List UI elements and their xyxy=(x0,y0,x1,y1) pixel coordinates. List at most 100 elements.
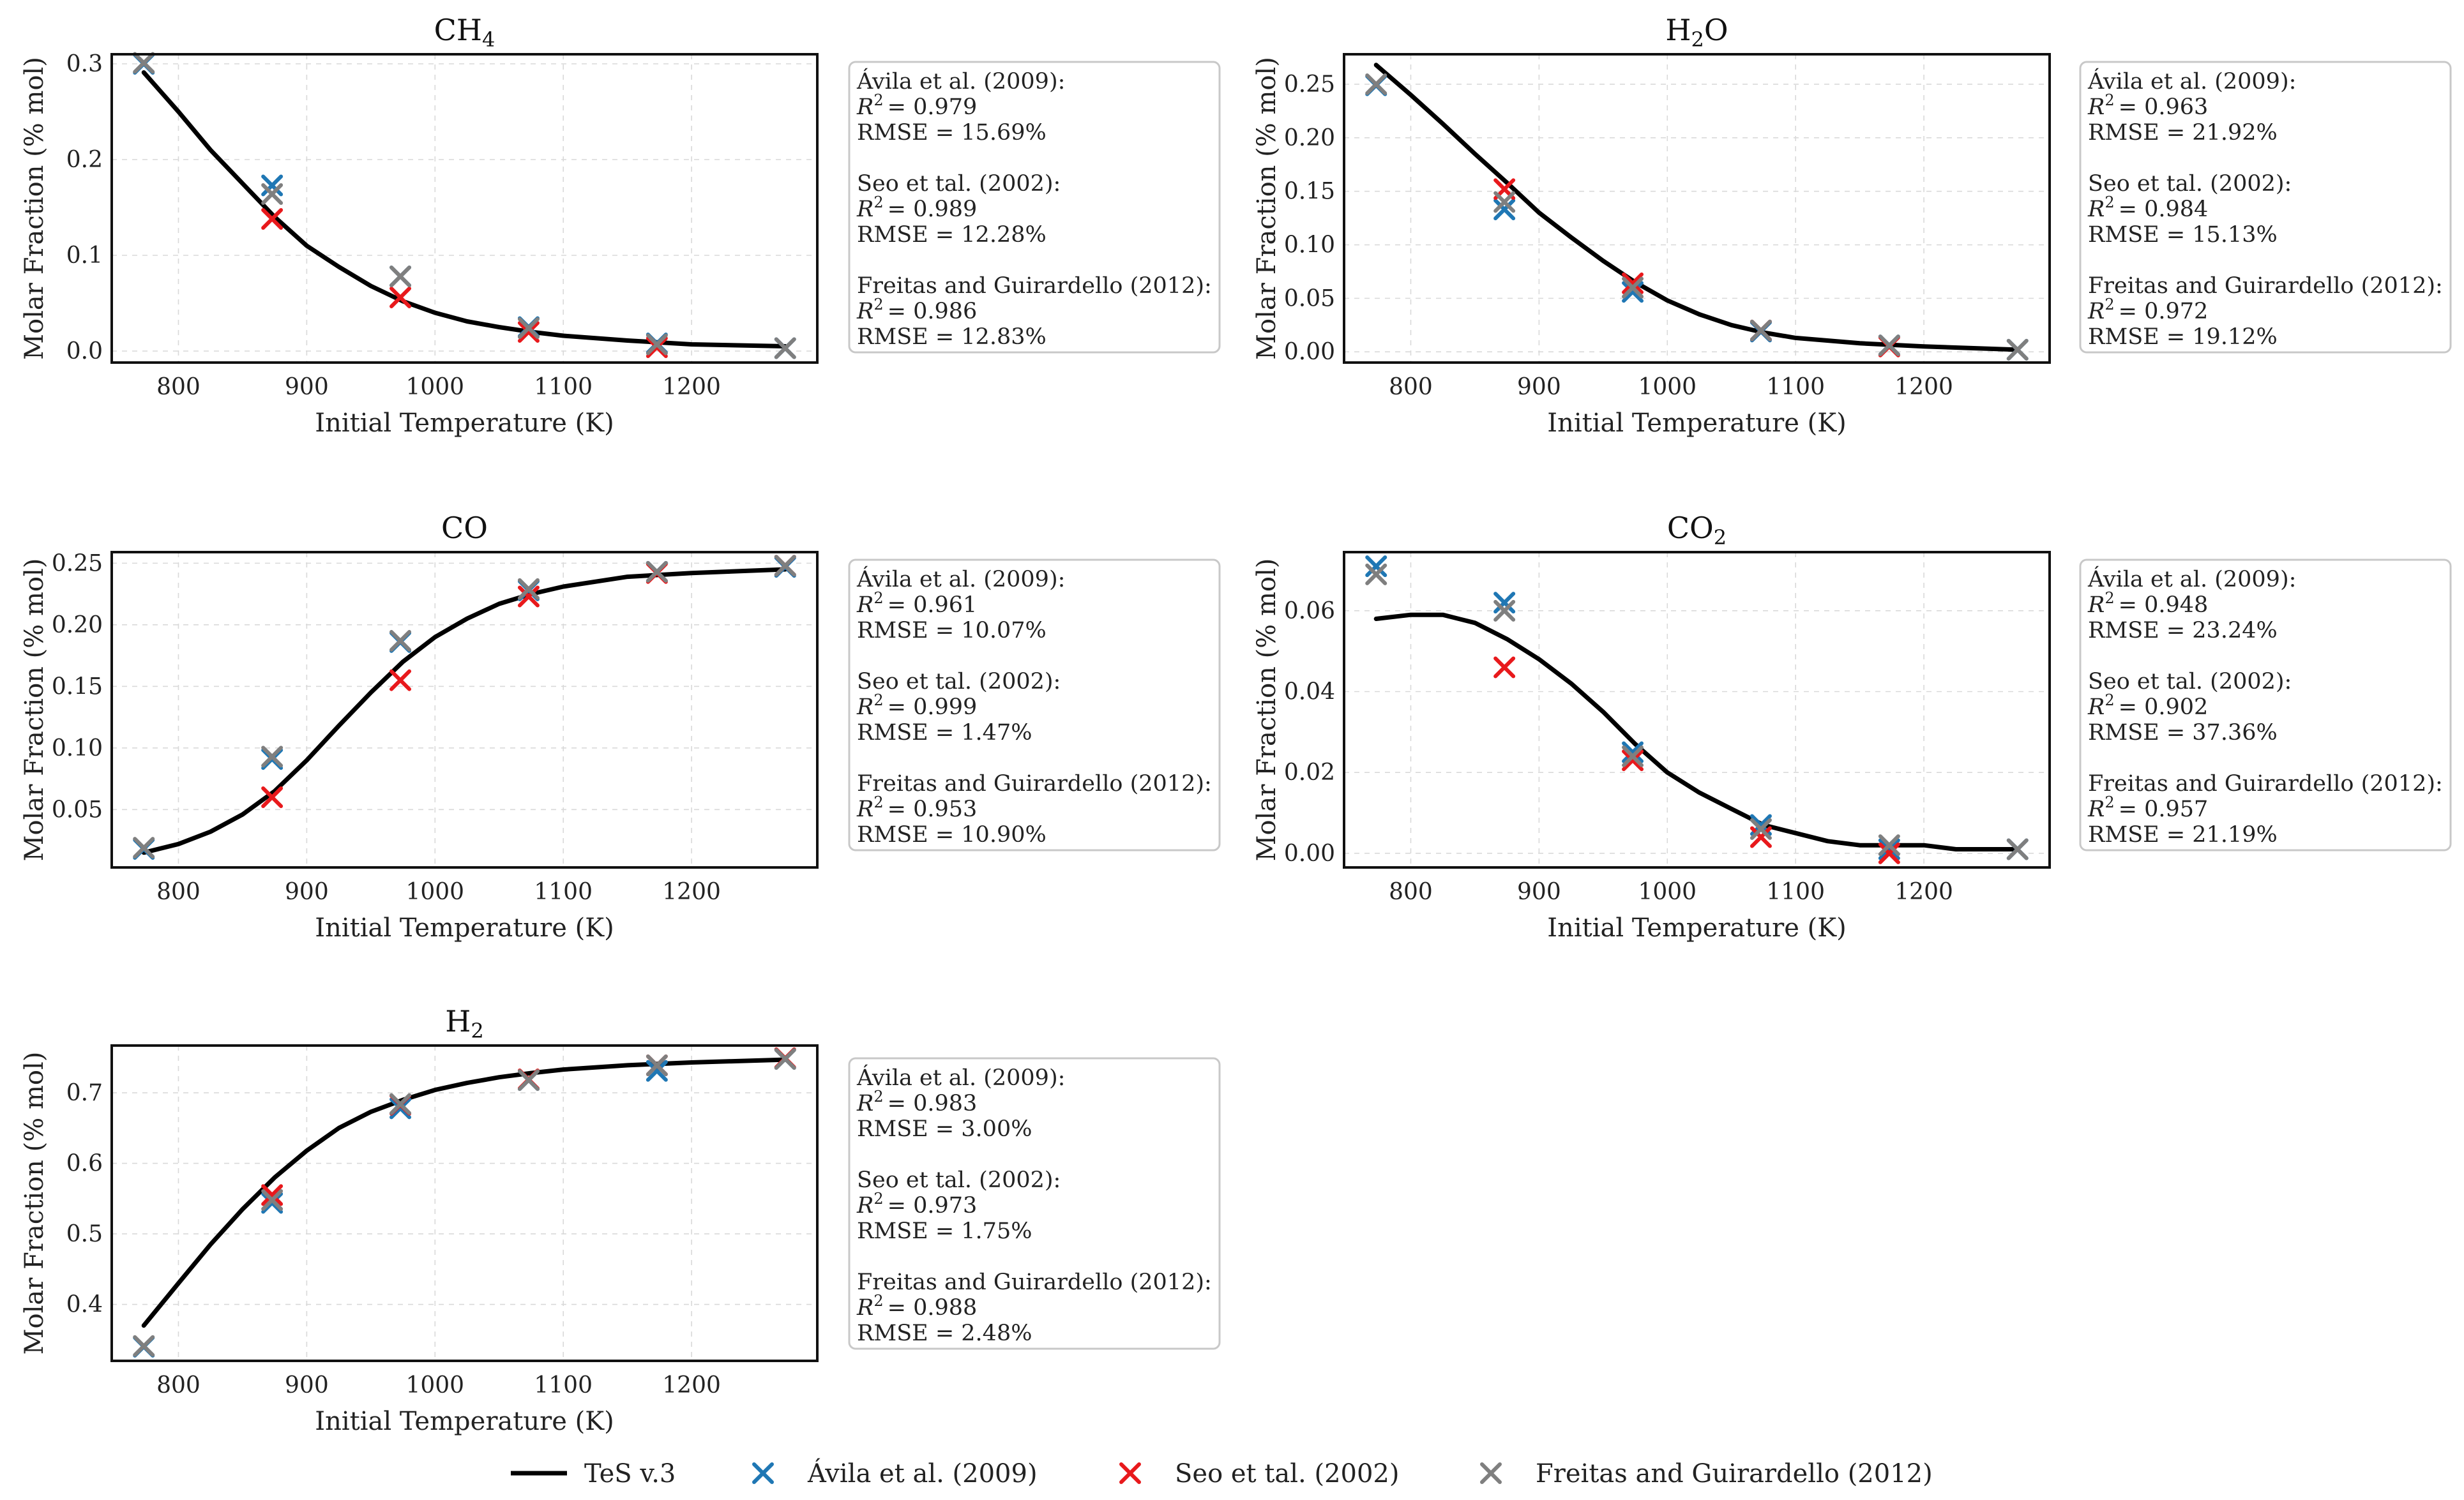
marker-vila-et-al-2009 xyxy=(646,1060,668,1082)
panel-title-base: CO xyxy=(441,511,488,545)
y-axis-label: Molar Fraction (% mol) xyxy=(20,1052,49,1355)
marker-freitas-and-guirardello-2012 xyxy=(389,1093,412,1115)
marker-freitas-and-guirardello-2012 xyxy=(1622,745,1644,767)
stats-rmse: RMSE = 1.47% xyxy=(857,720,1032,746)
marker-seo-et-tal-2002 xyxy=(1878,842,1900,864)
y-tick-label: 0.06 xyxy=(1284,598,1335,624)
x-tick-label: 1100 xyxy=(1766,374,1825,400)
stats-rmse: RMSE = 12.28% xyxy=(857,222,1047,248)
r2-superscript: 2 xyxy=(873,1088,883,1106)
stats-source: Seo et tal. (2002): xyxy=(857,171,1061,197)
x-tick-label: 1000 xyxy=(405,1372,464,1399)
stats-box-frame xyxy=(848,559,1221,851)
stats-source: Freitas and Guirardello (2012): xyxy=(857,1270,1212,1295)
panel-title: CO xyxy=(441,511,488,545)
legend-item-tes-v-3: TeS v.3 xyxy=(511,1459,676,1489)
x-axis-label: Initial Temperature (K) xyxy=(315,1407,614,1436)
r2-value: = 0.973 xyxy=(888,1193,978,1219)
y-tick-label: 0.20 xyxy=(1284,125,1335,151)
stats-source: Freitas and Guirardello (2012): xyxy=(857,771,1212,797)
r2-value: = 0.972 xyxy=(2119,299,2209,324)
stats-r2: R2 = 0.986 xyxy=(856,296,977,324)
x-tick-label: 1200 xyxy=(662,1372,721,1399)
marker-vila-et-al-2009 xyxy=(1622,281,1644,303)
y-tick-label: 0.25 xyxy=(1284,71,1335,98)
legend-item-freitas-and-guirardello-2012: Freitas and Guirardello (2012) xyxy=(1480,1459,1933,1489)
r2-superscript: 2 xyxy=(873,691,883,709)
r2-value: = 0.902 xyxy=(2119,694,2209,720)
stats-r2: R2 = 0.983 xyxy=(856,1088,977,1116)
stats-source: Ávila et al. (2009): xyxy=(856,1064,1065,1091)
stats-rmse: RMSE = 15.69% xyxy=(857,120,1047,146)
r2-symbol: R xyxy=(2087,694,2105,720)
r2-superscript: 2 xyxy=(2105,193,2114,211)
r2-superscript: 2 xyxy=(873,793,883,811)
marker-freitas-and-guirardello-2012 xyxy=(1878,334,1900,357)
y-tick-label: 0.7 xyxy=(66,1080,103,1106)
x-tick-label: 900 xyxy=(285,879,329,905)
plot-frame xyxy=(1343,551,2051,869)
model-line-tes-v3 xyxy=(141,70,788,349)
x-tick-label: 1000 xyxy=(405,879,464,905)
r2-superscript: 2 xyxy=(2105,91,2114,109)
r2-superscript: 2 xyxy=(873,1292,883,1310)
r2-symbol: R xyxy=(856,197,873,222)
y-tick-label: 0.6 xyxy=(66,1151,103,1177)
stats-r2: R2 = 0.961 xyxy=(856,589,977,618)
stats-r2: R2 = 0.972 xyxy=(2087,296,2208,324)
marker-freitas-and-guirardello-2012 xyxy=(774,337,796,359)
legend-item-seo-et-tal-2002: Seo et tal. (2002) xyxy=(1119,1459,1399,1489)
marker-freitas-and-guirardello-2012 xyxy=(1750,319,1772,341)
r2-value: = 0.983 xyxy=(888,1091,978,1116)
stats-r2: R2 = 0.988 xyxy=(856,1292,977,1321)
r2-value: = 0.953 xyxy=(888,797,978,822)
marker-freitas-and-guirardello-2012 xyxy=(133,837,155,859)
model-line-tes-v3 xyxy=(141,567,788,855)
marker-freitas-and-guirardello-2012 xyxy=(261,1189,283,1211)
r2-value: = 0.957 xyxy=(2119,797,2209,822)
marker-freitas-and-guirardello-2012 xyxy=(774,1047,796,1070)
marker-vila-et-al-2009 xyxy=(1622,741,1644,763)
y-tick-label: 0.5 xyxy=(66,1221,103,1247)
r2-superscript: 2 xyxy=(2105,296,2114,313)
stats-r2: R2 = 0.984 xyxy=(2087,193,2208,222)
stats-rmse: RMSE = 1.75% xyxy=(857,1219,1032,1244)
stats-r2: R2 = 0.948 xyxy=(2087,589,2208,618)
marker-freitas-and-guirardello-2012 xyxy=(1493,191,1516,213)
marker-vila-et-al-2009 xyxy=(1493,592,1516,614)
r2-symbol: R xyxy=(856,94,873,120)
r2-symbol: R xyxy=(2087,197,2105,222)
x-axis-label: Initial Temperature (K) xyxy=(1547,409,1846,438)
stats-box-frame xyxy=(848,1057,1221,1350)
r2-value: = 0.989 xyxy=(888,197,978,222)
legend-marker-swatch xyxy=(1480,1462,1502,1484)
marker-vila-et-al-2009 xyxy=(261,174,283,197)
marker-seo-et-tal-2002 xyxy=(1750,826,1772,848)
marker-freitas-and-guirardello-2012 xyxy=(1365,563,1387,585)
r2-superscript: 2 xyxy=(873,193,883,211)
r2-symbol: R xyxy=(2087,94,2105,120)
marker-seo-et-tal-2002 xyxy=(261,786,283,809)
stats-r2: R2 = 0.999 xyxy=(856,691,977,720)
y-tick-label: 0.2 xyxy=(66,147,103,173)
r2-symbol: R xyxy=(856,299,873,324)
r2-symbol: R xyxy=(856,592,873,618)
marker-seo-et-tal-2002 xyxy=(261,208,283,230)
stats-source: Freitas and Guirardello (2012): xyxy=(2088,273,2443,299)
model-line-tes-v3 xyxy=(141,1057,788,1328)
y-axis-label: Molar Fraction (% mol) xyxy=(20,57,49,360)
marker-freitas-and-guirardello-2012 xyxy=(1622,276,1644,299)
x-tick-label: 1200 xyxy=(1894,879,1953,905)
y-tick-label: 0.10 xyxy=(1284,232,1335,259)
r2-symbol: R xyxy=(2087,797,2105,822)
stats-r2: R2 = 0.953 xyxy=(856,793,977,822)
r2-superscript: 2 xyxy=(2105,793,2114,811)
stats-source: Seo et tal. (2002): xyxy=(857,1167,1061,1193)
panel-title-base: H xyxy=(445,1004,471,1039)
y-tick-label: 0.04 xyxy=(1284,679,1335,705)
stats-r2: R2 = 0.963 xyxy=(2087,91,2208,120)
stats-source: Ávila et al. (2009): xyxy=(856,566,1065,592)
marker-freitas-and-guirardello-2012 xyxy=(517,317,540,339)
